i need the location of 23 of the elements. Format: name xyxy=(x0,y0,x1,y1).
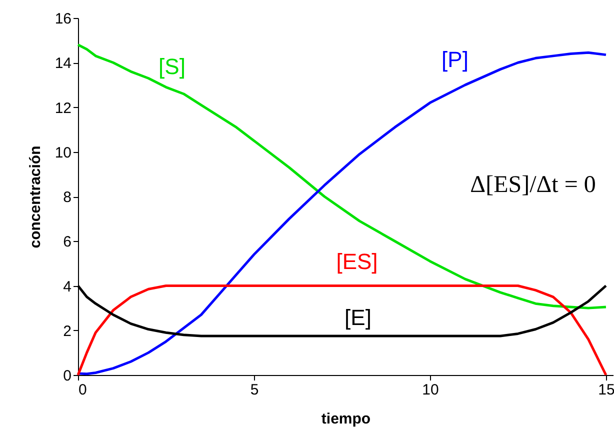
series-label: [P] xyxy=(442,47,468,72)
line-series xyxy=(76,284,608,376)
y-tick-label: 10 xyxy=(54,144,72,162)
x-tick-label: 5 xyxy=(250,382,259,398)
x-tick-label: 10 xyxy=(422,382,439,398)
y-tick-label: 8 xyxy=(63,189,72,206)
x-axis-title: tiempo xyxy=(321,410,371,428)
annotation: Δ[ES]/Δt = 0 xyxy=(470,172,596,198)
series-label: [S] xyxy=(158,54,186,79)
y-tick-label: 16 xyxy=(54,10,72,28)
line-series xyxy=(76,44,608,310)
y-tick-label: 4 xyxy=(63,278,72,296)
y-tick-label: 6 xyxy=(63,234,72,251)
series-label: [E] xyxy=(344,305,372,330)
y-tick-label: 2 xyxy=(63,322,72,340)
y-tick-label: 14 xyxy=(54,55,72,72)
x-tick-label: 0 xyxy=(78,382,87,398)
series-label: [ES] xyxy=(336,249,378,274)
line-series xyxy=(76,51,608,376)
y-tick-label: 12 xyxy=(54,100,72,117)
y-tick-label: 0 xyxy=(63,368,72,384)
y-axis-title: concentración xyxy=(26,146,44,248)
x-tick-label: 15 xyxy=(598,382,614,398)
